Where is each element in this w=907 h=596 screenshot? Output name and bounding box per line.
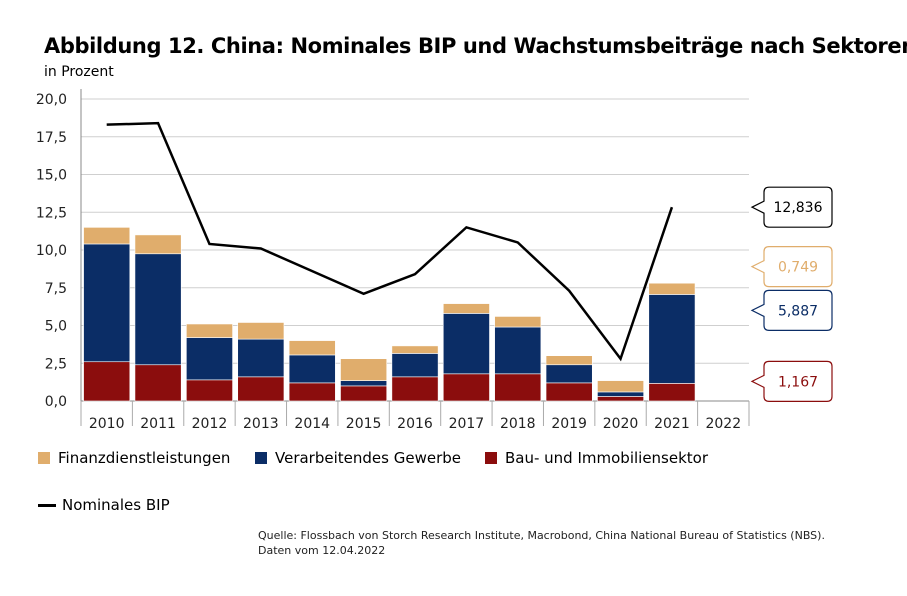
bar-construction	[288, 382, 336, 402]
bar-construction	[186, 379, 233, 402]
bar-manufacturing	[494, 326, 542, 375]
bar-finance	[83, 227, 131, 245]
callout-label-construction: 1,167	[778, 374, 818, 390]
bar-finance	[391, 345, 439, 354]
y-tick-label: 15,0	[36, 168, 67, 184]
bar-finance	[442, 303, 490, 314]
y-tick-label: 7,5	[45, 281, 67, 297]
bar-construction	[340, 385, 388, 402]
line-gdp	[106, 121, 674, 362]
bar-finance	[340, 358, 388, 381]
bar-construction	[237, 376, 285, 402]
bar-construction	[391, 376, 439, 402]
bar-manufacturing	[545, 364, 593, 384]
bar-construction	[134, 364, 182, 402]
bar-manufacturing	[288, 354, 336, 384]
legend-swatch-construction	[485, 452, 497, 464]
bar-construction	[442, 373, 490, 402]
chart-title: Abbildung 12. China: Nominales BIP und W…	[44, 34, 907, 58]
bar-manufacturing	[237, 338, 285, 378]
bar-construction	[648, 383, 696, 402]
legend-manufacturing: Verarbeitendes Gewerbe	[255, 449, 461, 467]
legend-label-manufacturing: Verarbeitendes Gewerbe	[275, 449, 461, 467]
bar-manufacturing	[186, 337, 233, 381]
bar-finance	[237, 322, 285, 340]
bar-finance	[545, 355, 593, 366]
bar-manufacturing	[391, 353, 439, 378]
bar-manufacturing	[340, 380, 388, 387]
bar-construction	[597, 396, 644, 402]
y-tick-label: 2,5	[45, 356, 67, 372]
y-tick-label: 5,0	[45, 319, 67, 335]
x-tick-label: 2022	[705, 416, 741, 432]
callout-manufacturing	[750, 289, 833, 331]
x-tick-label: 2014	[294, 416, 330, 432]
callout-gdp	[750, 186, 833, 228]
legend-swatch-manufacturing	[255, 452, 267, 464]
bar-finance	[288, 340, 336, 356]
y-tick-label: 12,5	[36, 205, 67, 221]
legend-label-finance: Finanzdienstleistungen	[58, 449, 231, 467]
callout-label-finance: 0,749	[778, 260, 818, 276]
unit-label: in Prozent	[44, 64, 114, 80]
bar-construction	[494, 373, 542, 402]
x-tick-label: 2021	[654, 416, 690, 432]
legend-line-gdp	[38, 503, 56, 507]
bar-finance	[648, 282, 696, 295]
x-tick-label: 2019	[551, 416, 587, 432]
y-tick-label: 20,0	[36, 92, 67, 108]
legend-construction: Bau- und Immobiliensektor	[485, 449, 708, 467]
y-tick-label: 10,0	[36, 243, 67, 259]
x-tick-label: 2020	[603, 416, 639, 432]
bar-finance	[186, 323, 233, 338]
legend-gdp: Nominales BIP	[38, 496, 170, 514]
bar-construction	[545, 382, 593, 402]
bar-manufacturing	[83, 243, 131, 363]
callout-finance	[750, 246, 833, 288]
bar-finance	[597, 380, 644, 393]
y-tick-label: 0,0	[45, 394, 67, 410]
bar-manufacturing	[648, 294, 696, 384]
bar-finance	[494, 316, 542, 328]
bar-construction	[83, 361, 131, 402]
callout-label-manufacturing: 5,887	[778, 303, 818, 319]
x-tick-label: 2012	[192, 416, 228, 432]
legend-finance: Finanzdienstleistungen	[38, 449, 230, 467]
x-tick-label: 2010	[89, 416, 125, 432]
bar-finance	[134, 234, 182, 255]
bar-manufacturing	[597, 391, 644, 397]
callout-label-gdp: 12,836	[774, 200, 823, 216]
y-tick-label: 17,5	[36, 130, 67, 146]
source-line-2: Daten vom 12.04.2022	[258, 544, 386, 557]
legend-label-gdp: Nominales BIP	[62, 496, 170, 514]
bar-manufacturing	[442, 313, 490, 375]
bar-manufacturing	[134, 253, 182, 366]
source-line-1: Quelle: Flossbach von Storch Research In…	[258, 529, 825, 542]
x-tick-label: 2018	[500, 416, 536, 432]
x-tick-label: 2015	[346, 416, 382, 432]
x-tick-label: 2011	[140, 416, 176, 432]
source-note: Quelle: Flossbach von Storch Research In…	[258, 528, 825, 558]
legend-label-construction: Bau- und Immobiliensektor	[505, 449, 709, 467]
legend-swatch-finance	[38, 452, 50, 464]
callout-construction	[750, 360, 833, 402]
x-tick-label: 2017	[449, 416, 485, 432]
x-tick-label: 2016	[397, 416, 433, 432]
x-tick-label: 2013	[243, 416, 279, 432]
